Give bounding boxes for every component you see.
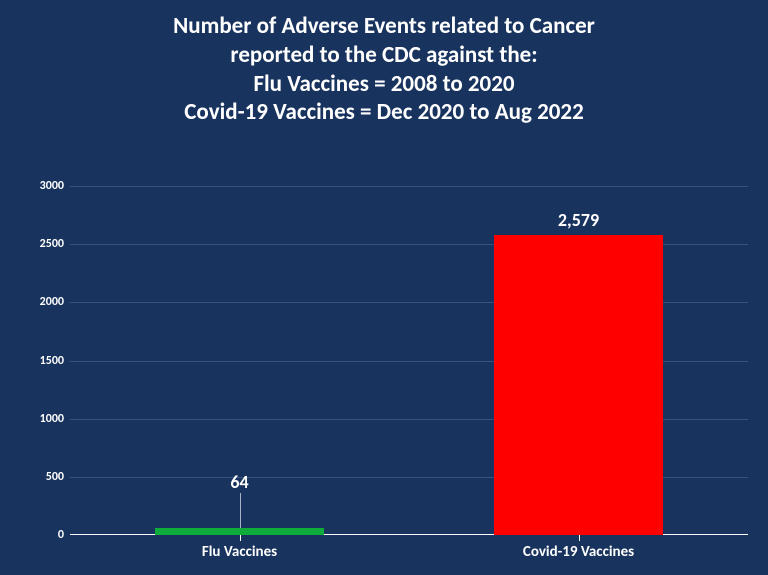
y-axis-tick-label: 3000 xyxy=(40,179,70,193)
gridline xyxy=(70,186,748,187)
leader-line xyxy=(240,493,241,527)
title-line-3: Flu Vaccines = 2008 to 2020 xyxy=(0,70,768,99)
y-axis-tick-label: 1000 xyxy=(40,412,70,426)
title-line-2: reported to the CDC against the: xyxy=(0,41,768,70)
y-axis-tick-label: 0 xyxy=(58,528,70,542)
data-label: 2,579 xyxy=(558,209,599,231)
y-axis-tick-label: 2000 xyxy=(40,295,70,309)
bar-chart: Number of Adverse Events related to Canc… xyxy=(0,0,768,575)
title-line-4: Covid-19 Vaccines = Dec 2020 to Aug 2022 xyxy=(0,98,768,127)
y-axis-tick-label: 2500 xyxy=(40,237,70,251)
title-line-1: Number of Adverse Events related to Canc… xyxy=(0,12,768,41)
x-axis-category-label: Flu Vaccines xyxy=(202,535,277,561)
plot-area: 050010001500200025003000Flu Vaccines64Co… xyxy=(70,186,748,535)
bar xyxy=(155,528,325,535)
y-axis-tick-label: 1500 xyxy=(40,354,70,368)
bar xyxy=(494,235,664,535)
data-label: 64 xyxy=(230,471,248,493)
x-axis-category-label: Covid-19 Vaccines xyxy=(523,535,634,561)
y-axis-tick-label: 500 xyxy=(46,470,70,484)
chart-title: Number of Adverse Events related to Canc… xyxy=(0,0,768,127)
